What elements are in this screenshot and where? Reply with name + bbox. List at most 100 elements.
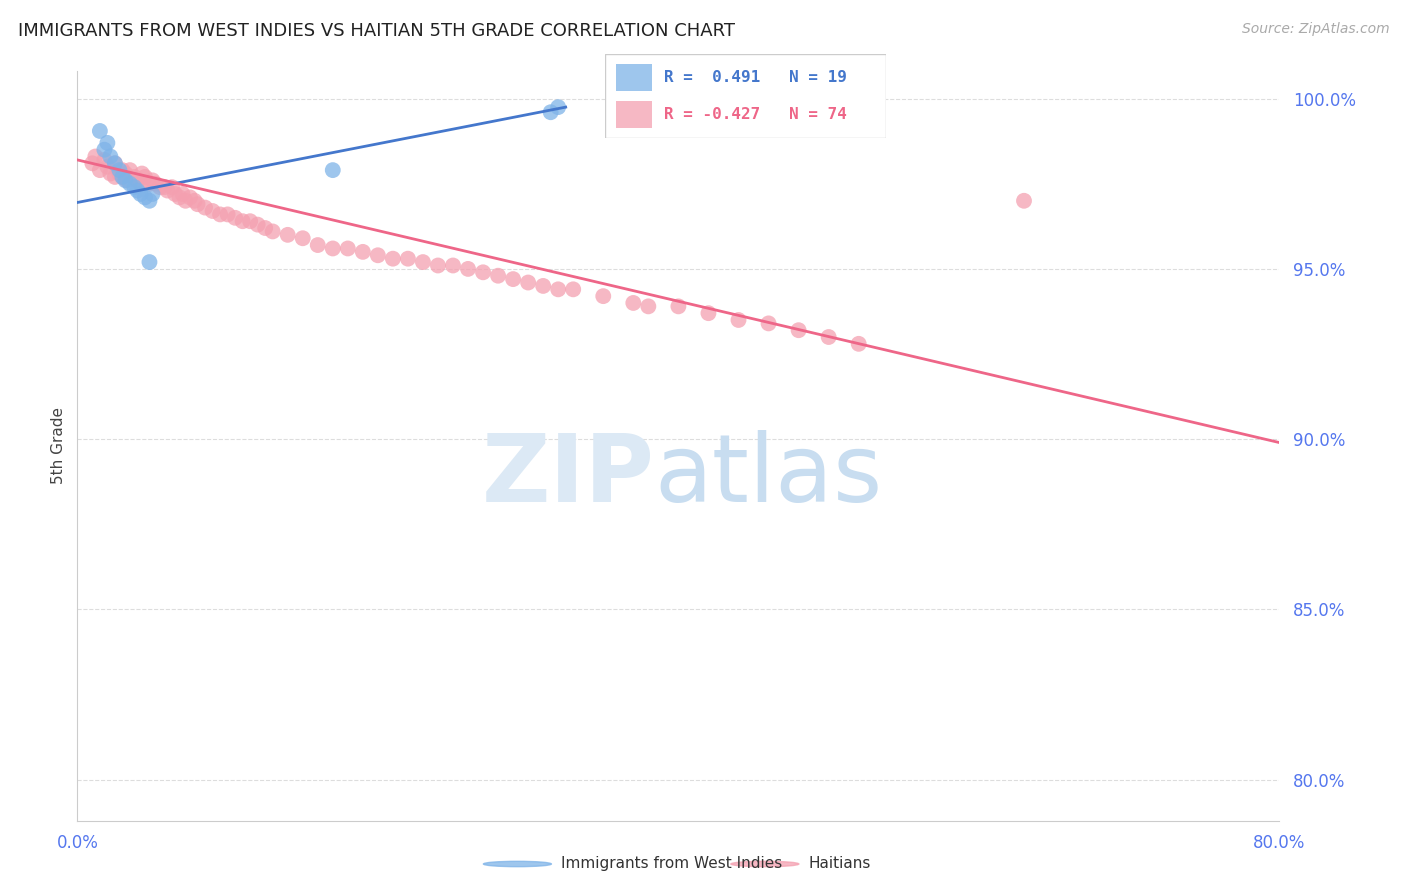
Point <box>115 173 138 187</box>
FancyBboxPatch shape <box>605 54 886 138</box>
Point <box>531 279 554 293</box>
Point <box>153 180 176 194</box>
Point <box>179 190 201 204</box>
Text: R = -0.427   N = 74: R = -0.427 N = 74 <box>664 107 846 122</box>
Point <box>441 259 464 273</box>
Point <box>100 167 122 181</box>
Point <box>291 231 314 245</box>
Text: R =  0.491   N = 19: R = 0.491 N = 19 <box>664 70 846 85</box>
Point <box>668 299 690 313</box>
Point <box>100 149 122 163</box>
Text: IMMIGRANTS FROM WEST INDIES VS HAITIAN 5TH GRADE CORRELATION CHART: IMMIGRANTS FROM WEST INDIES VS HAITIAN 5… <box>18 22 735 40</box>
Point <box>169 190 191 204</box>
Point <box>232 214 254 228</box>
Point <box>517 276 540 290</box>
Point <box>183 194 205 208</box>
Point <box>486 268 509 283</box>
Circle shape <box>731 862 799 867</box>
Text: Immigrants from West Indies: Immigrants from West Indies <box>561 856 782 871</box>
Point <box>108 167 131 181</box>
Point <box>129 186 152 201</box>
Point <box>89 124 111 138</box>
Point <box>758 317 780 331</box>
Text: Source: ZipAtlas.com: Source: ZipAtlas.com <box>1241 22 1389 37</box>
Point <box>138 255 160 269</box>
Point <box>336 242 359 256</box>
Point <box>322 163 344 178</box>
Point <box>82 156 104 170</box>
Point <box>89 163 111 178</box>
Point <box>457 261 479 276</box>
Point <box>172 186 194 201</box>
Point <box>224 211 246 225</box>
Point <box>84 149 107 163</box>
Point <box>138 194 160 208</box>
Point <box>96 136 118 150</box>
Point <box>201 204 224 219</box>
Point <box>592 289 614 303</box>
Point <box>111 169 134 184</box>
Point <box>93 143 115 157</box>
Point <box>96 160 118 174</box>
Point <box>381 252 404 266</box>
Point <box>118 163 141 178</box>
Point <box>145 177 167 191</box>
Point <box>118 177 141 191</box>
Point <box>217 207 239 221</box>
Point <box>160 180 183 194</box>
Point <box>104 156 127 170</box>
Circle shape <box>484 862 551 867</box>
Point <box>637 299 659 313</box>
Point <box>149 180 172 194</box>
Point <box>848 336 870 351</box>
Point <box>562 282 585 296</box>
Point <box>93 153 115 167</box>
Point <box>621 296 644 310</box>
Point <box>472 265 495 279</box>
Point <box>352 244 374 259</box>
FancyBboxPatch shape <box>616 63 652 91</box>
Point <box>209 207 232 221</box>
Point <box>307 238 329 252</box>
Point <box>156 184 179 198</box>
Point <box>129 177 152 191</box>
Point <box>262 224 284 238</box>
FancyBboxPatch shape <box>616 101 652 128</box>
Point <box>367 248 389 262</box>
Text: atlas: atlas <box>654 430 883 522</box>
Point <box>540 105 562 120</box>
Point <box>134 169 156 184</box>
Point <box>134 190 156 204</box>
Point <box>127 184 149 198</box>
Point <box>396 252 419 266</box>
Point <box>787 323 810 337</box>
Point <box>163 186 186 201</box>
Point <box>138 177 160 191</box>
Point <box>322 242 344 256</box>
Point <box>131 167 153 181</box>
Point <box>114 167 136 181</box>
Point <box>108 163 131 178</box>
Point <box>194 201 217 215</box>
Point <box>124 169 146 184</box>
Point <box>412 255 434 269</box>
Point <box>727 313 749 327</box>
Point <box>277 227 299 242</box>
Point <box>239 214 262 228</box>
Point <box>697 306 720 320</box>
Point <box>502 272 524 286</box>
Point <box>111 169 134 184</box>
Point <box>817 330 839 344</box>
Point <box>141 186 163 201</box>
Point <box>124 180 146 194</box>
Point <box>1012 194 1035 208</box>
Text: Haitians: Haitians <box>808 856 870 871</box>
Point <box>141 173 163 187</box>
Point <box>111 163 134 178</box>
Text: ZIP: ZIP <box>481 430 654 522</box>
Point <box>174 194 197 208</box>
Point <box>114 173 136 187</box>
Point <box>254 221 277 235</box>
Point <box>547 100 569 114</box>
Y-axis label: 5th Grade: 5th Grade <box>51 408 66 484</box>
